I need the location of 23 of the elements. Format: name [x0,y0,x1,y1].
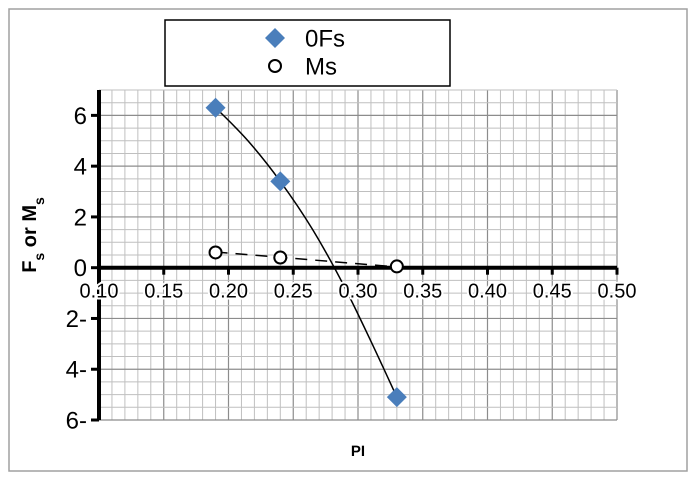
point [386,387,407,408]
y-tick-label: 6 [74,102,87,130]
point [273,250,288,265]
y-tick-label: 0 [74,255,87,282]
x-axis-title: PI [350,443,366,460]
y-tick-label: 2 [74,204,87,232]
y-tick-label: 6- [66,407,87,434]
x-tick-label: 0.20 [209,280,248,303]
legend-label: 0Fs [305,25,346,52]
x-tick-label: 0.45 [532,280,572,303]
point [208,245,223,260]
x-tick-label: 0.25 [274,280,313,303]
y-tick-label: 4- [66,356,87,384]
x-tick-label: 0.50 [598,280,636,303]
point [270,171,290,192]
x-tick-label: 0.35 [403,280,442,303]
y-tick-label: 4 [74,154,87,181]
x-tick-label: 0.40 [468,280,507,303]
point [206,98,226,118]
y-tick-label: 2- [66,306,87,333]
x-tick-label: 0.15 [144,280,184,303]
point [390,259,404,274]
legend-label: Ms [305,53,337,80]
